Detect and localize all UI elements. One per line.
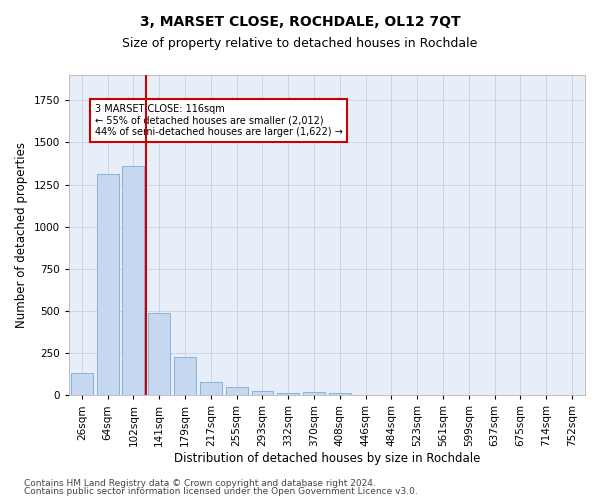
Bar xyxy=(122,166,145,396)
Bar xyxy=(303,392,325,396)
Bar xyxy=(148,312,170,396)
Bar xyxy=(226,387,248,396)
Text: 3 MARSET CLOSE: 116sqm
← 55% of detached houses are smaller (2,012)
44% of semi-: 3 MARSET CLOSE: 116sqm ← 55% of detached… xyxy=(95,104,343,137)
Bar xyxy=(329,393,351,396)
Bar xyxy=(277,393,299,396)
Bar xyxy=(97,174,119,396)
Text: Contains public sector information licensed under the Open Government Licence v3: Contains public sector information licen… xyxy=(24,487,418,496)
Bar xyxy=(200,382,222,396)
Bar xyxy=(251,391,274,396)
X-axis label: Distribution of detached houses by size in Rochdale: Distribution of detached houses by size … xyxy=(174,452,480,465)
Bar xyxy=(71,372,93,396)
Text: Size of property relative to detached houses in Rochdale: Size of property relative to detached ho… xyxy=(122,38,478,51)
Y-axis label: Number of detached properties: Number of detached properties xyxy=(15,142,28,328)
Bar xyxy=(174,358,196,396)
Text: Contains HM Land Registry data © Crown copyright and database right 2024.: Contains HM Land Registry data © Crown c… xyxy=(24,478,376,488)
Text: 3, MARSET CLOSE, ROCHDALE, OL12 7QT: 3, MARSET CLOSE, ROCHDALE, OL12 7QT xyxy=(140,15,460,29)
